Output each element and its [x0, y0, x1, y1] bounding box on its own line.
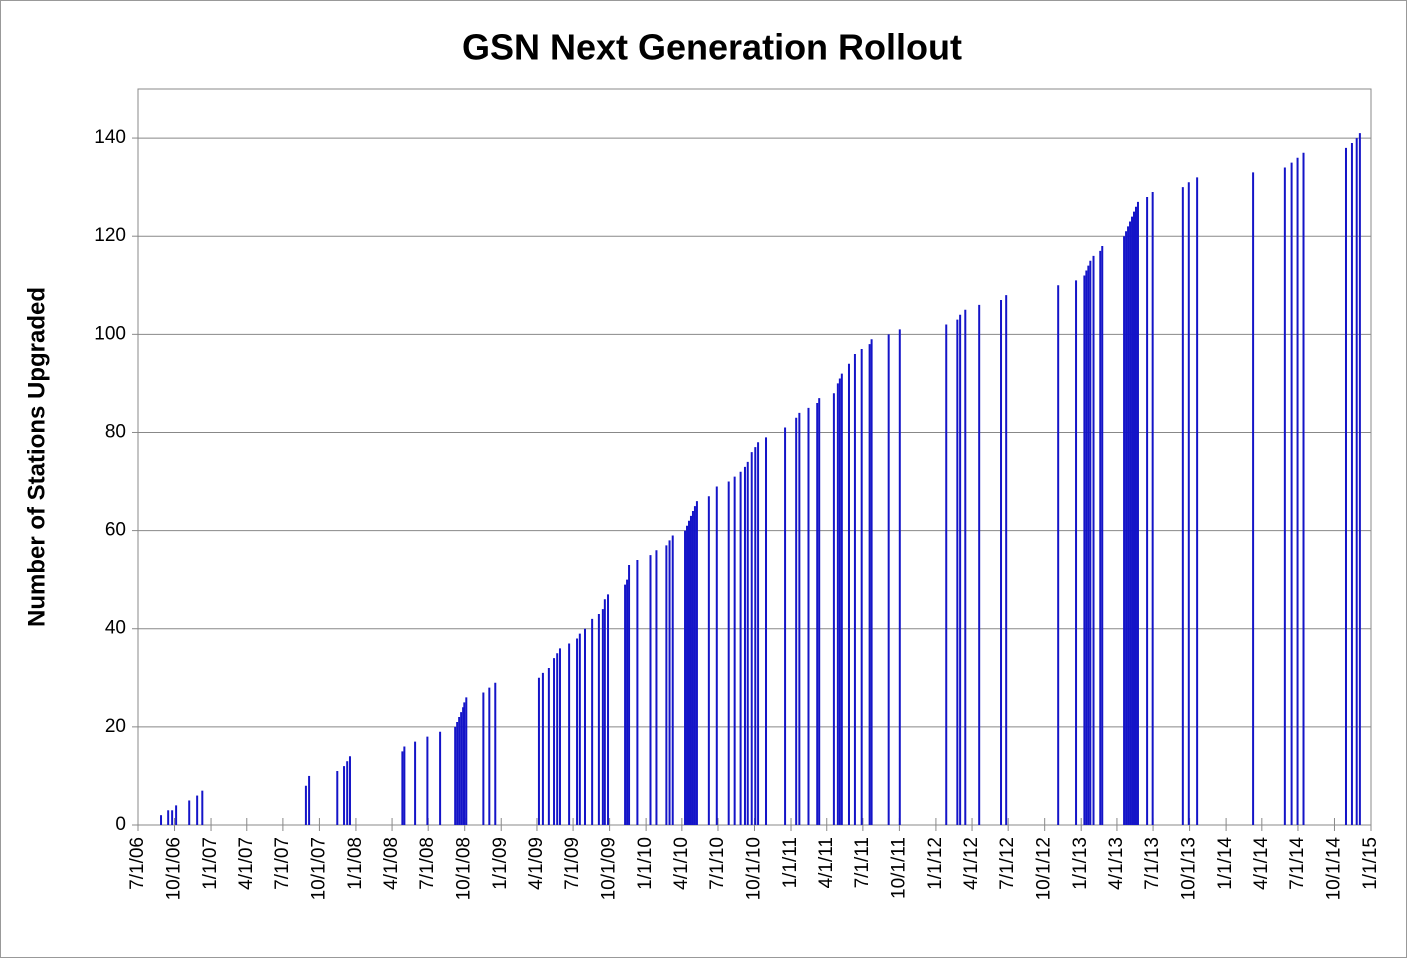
x-tick-label: 4/1/09	[526, 837, 547, 890]
x-tick-label: 1/1/12	[925, 837, 946, 890]
x-tick-label: 10/1/07	[308, 837, 329, 900]
y-tick-label: 40	[105, 618, 126, 639]
x-tick-label: 1/1/10	[635, 837, 656, 890]
x-tick-label: 7/1/13	[1142, 837, 1163, 890]
x-tick-label: 10/1/14	[1323, 837, 1344, 901]
y-tick-label: 20	[105, 716, 126, 737]
x-tick-label: 7/1/12	[997, 837, 1018, 890]
x-tick-label: 7/1/08	[417, 837, 438, 890]
x-tick-label: 7/1/06	[127, 837, 148, 890]
x-tick-label: 4/1/14	[1251, 837, 1272, 890]
y-tick-label: 80	[105, 421, 126, 442]
y-tick-label: 120	[94, 225, 126, 246]
y-tick-label: 60	[105, 520, 126, 541]
x-tick-label: 7/1/09	[562, 837, 583, 890]
x-tick-label: 10/1/10	[744, 837, 765, 900]
x-tick-label: 4/1/13	[1106, 837, 1127, 890]
y-tick-label: 100	[94, 323, 126, 344]
x-tick-label: 4/1/12	[961, 837, 982, 890]
x-tick-label: 7/1/10	[707, 837, 728, 890]
x-tick-label: 1/1/09	[490, 837, 511, 890]
x-tick-label: 4/1/07	[236, 837, 257, 890]
x-tick-label: 10/1/08	[454, 837, 475, 900]
x-tick-label: 4/1/11	[816, 837, 837, 888]
x-tick-label: 1/1/14	[1215, 837, 1236, 890]
x-tick-label: 1/1/15	[1360, 837, 1381, 890]
x-tick-label: 1/1/13	[1070, 837, 1091, 890]
y-axis-label: Number of Stations Upgraded	[23, 287, 50, 627]
x-tick-label: 10/1/09	[599, 837, 620, 900]
y-tick-label: 140	[94, 127, 126, 148]
x-tick-label: 1/1/08	[345, 837, 366, 890]
x-tick-label: 7/1/14	[1287, 837, 1308, 890]
x-tick-label: 4/1/08	[381, 837, 402, 890]
x-tick-label: 7/1/11	[852, 837, 873, 888]
x-tick-label: 10/1/12	[1034, 837, 1055, 900]
y-tick-label: 0	[115, 814, 126, 835]
x-tick-label: 10/1/11	[888, 837, 909, 899]
x-tick-label: 10/1/06	[164, 837, 185, 900]
x-tick-label: 1/1/11	[780, 837, 801, 888]
x-tick-label: 10/1/13	[1179, 837, 1200, 900]
chart-title: GSN Next Generation Rollout	[462, 27, 962, 68]
x-tick-label: 4/1/10	[671, 837, 692, 890]
x-tick-label: 7/1/07	[272, 837, 293, 890]
x-tick-label: 1/1/07	[200, 837, 221, 890]
